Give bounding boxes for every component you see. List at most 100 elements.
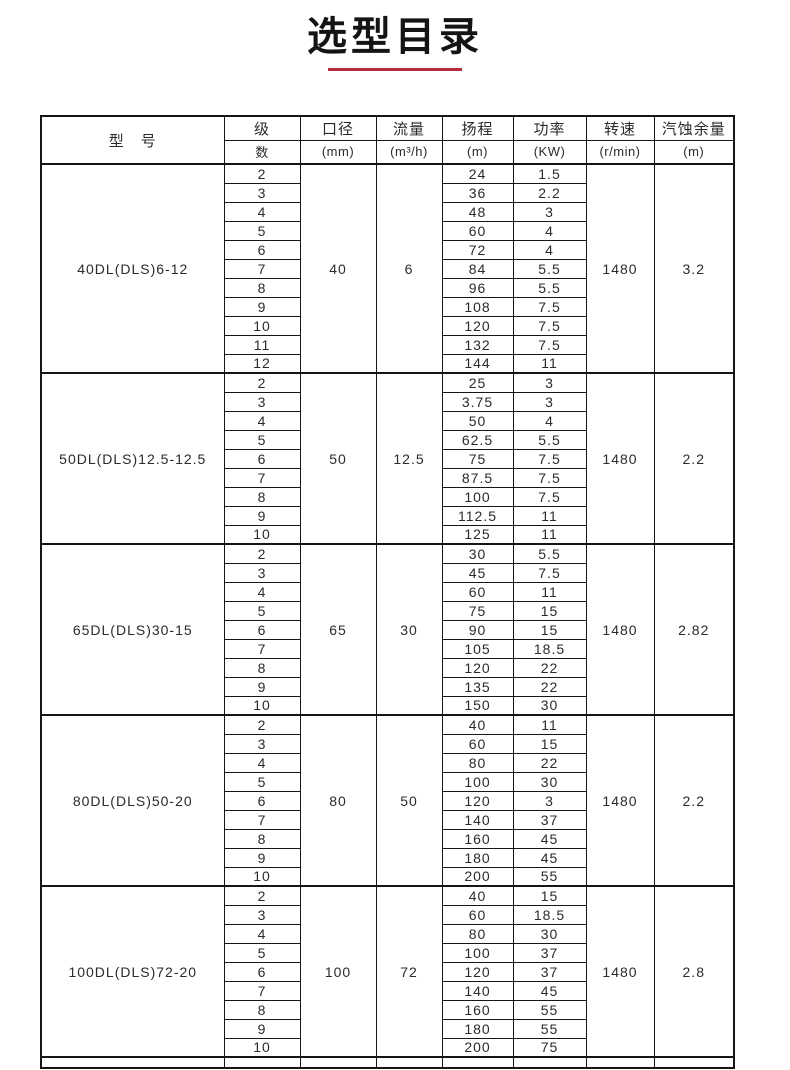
- power-cell: 15: [512, 600, 587, 621]
- table-row: 65DL(DLS)30-15 2 65 30 30 5.5 1480 2.82: [40, 543, 735, 716]
- table-row: 5 62.5 5.5: [41, 429, 734, 450]
- npsh-cell: 2.8: [653, 885, 735, 1058]
- stage-cell: 5: [223, 771, 301, 792]
- table-row: 6 120 37: [41, 961, 734, 982]
- head-cell: 40: [441, 714, 514, 735]
- stage-cell: 7: [223, 980, 301, 1001]
- power-cell: 55: [512, 866, 587, 887]
- table-row: 7 140 37: [41, 809, 734, 830]
- col-header-bore: 口径: [299, 115, 377, 141]
- col-header-head: 扬程: [441, 115, 514, 141]
- power-cell: 22: [512, 676, 587, 697]
- head-cell: 180: [441, 1018, 514, 1039]
- head-cell: 140: [441, 980, 514, 1001]
- col-unit-speed: (r/min): [585, 139, 655, 165]
- stage-cell: 3: [223, 182, 301, 203]
- head-cell: 36: [441, 182, 514, 203]
- head-cell: 84: [441, 258, 514, 279]
- header-row-names: 型 号 级 口径 流量 扬程 功率 转速 汽蚀余量: [40, 115, 735, 165]
- head-cell: 40: [441, 885, 514, 906]
- head-cell: 120: [441, 315, 514, 336]
- model-cell: 80DL(DLS)50-20: [40, 714, 225, 887]
- npsh-cell: 2.2: [653, 714, 735, 887]
- stage-cell: 7: [223, 258, 301, 279]
- stage-cell: 11: [223, 334, 301, 355]
- power-cell: 4: [512, 410, 587, 431]
- head-cell: 160: [441, 828, 514, 849]
- table-row: 8 100 7.5: [41, 486, 734, 507]
- power-cell: 15: [512, 885, 587, 906]
- stage-cell: 2: [223, 163, 301, 184]
- stage-cell: 3: [223, 562, 301, 583]
- head-cell: 62.5: [441, 429, 514, 450]
- head-cell: 120: [441, 961, 514, 982]
- table-row: 6 90 15: [41, 619, 734, 640]
- head-cell: [441, 1056, 514, 1069]
- power-cell: 3: [512, 391, 587, 412]
- stage-cell: 10: [223, 866, 301, 887]
- table-row: 10 125 11: [41, 524, 734, 545]
- table-header: 型 号 级 口径 流量 扬程 功率 转速 汽蚀余量 数 (mm) (m³/h) …: [40, 115, 735, 165]
- selection-table: 型 号 级 口径 流量 扬程 功率 转速 汽蚀余量 数 (mm) (m³/h) …: [40, 115, 735, 1069]
- stage-cell: 8: [223, 828, 301, 849]
- title-underline: [328, 68, 462, 71]
- table-row: 9 108 7.5: [41, 296, 734, 317]
- stage-cell: 3: [223, 391, 301, 412]
- stage-cell: 8: [223, 999, 301, 1020]
- table-row: 9 180 55: [41, 1018, 734, 1039]
- table-row: 9 180 45: [41, 847, 734, 868]
- power-cell: 11: [512, 714, 587, 735]
- model-cell: 65DL(DLS)30-15: [40, 543, 225, 716]
- head-cell: 75: [441, 448, 514, 469]
- head-cell: 80: [441, 923, 514, 944]
- head-cell: 100: [441, 942, 514, 963]
- head-cell: 96: [441, 277, 514, 298]
- stage-cell: 6: [223, 239, 301, 260]
- model-cell: 100DL(DLS)72-20: [40, 885, 225, 1058]
- power-cell: 18.5: [512, 904, 587, 925]
- col-header-speed: 转速: [585, 115, 655, 141]
- power-cell: 22: [512, 752, 587, 773]
- head-cell: 45: [441, 562, 514, 583]
- power-cell: 11: [512, 581, 587, 602]
- table-row: 3 60 18.5: [41, 904, 734, 925]
- power-cell: 4: [512, 220, 587, 241]
- table-row: 10 150 30: [41, 695, 734, 716]
- stage-cell: 4: [223, 581, 301, 602]
- stage-cell: 9: [223, 676, 301, 697]
- npsh-cell: [653, 1056, 735, 1069]
- flow-cell: 12.5: [375, 372, 443, 545]
- npsh-cell: 2.2: [653, 372, 735, 545]
- power-cell: 3: [512, 790, 587, 811]
- power-cell: 30: [512, 923, 587, 944]
- power-cell: 7.5: [512, 467, 587, 488]
- table-row: 7 105 18.5: [41, 638, 734, 659]
- stage-cell: 10: [223, 1037, 301, 1058]
- table-row: 5 100 30: [41, 771, 734, 792]
- stage-cell: 5: [223, 220, 301, 241]
- head-cell: 180: [441, 847, 514, 868]
- stage-cell: 12: [223, 353, 301, 374]
- table-row: 6 120 3: [41, 790, 734, 811]
- power-cell: 7.5: [512, 296, 587, 317]
- stage-cell: 9: [223, 847, 301, 868]
- stage-cell: 10: [223, 315, 301, 336]
- table-row: 11 132 7.5: [41, 334, 734, 355]
- stage-cell: 5: [223, 600, 301, 621]
- head-cell: 120: [441, 657, 514, 678]
- head-cell: 144: [441, 353, 514, 374]
- stage-cell: 8: [223, 277, 301, 298]
- bore-cell: 40: [299, 163, 377, 374]
- table-row: 10 200 55: [41, 866, 734, 887]
- head-cell: 120: [441, 790, 514, 811]
- head-cell: 90: [441, 619, 514, 640]
- head-cell: 48: [441, 201, 514, 222]
- power-cell: 45: [512, 828, 587, 849]
- table-row: 4 80 22: [41, 752, 734, 773]
- table-row-partial: [40, 1056, 735, 1069]
- power-cell: 11: [512, 524, 587, 545]
- power-cell: 7.5: [512, 448, 587, 469]
- head-cell: 100: [441, 771, 514, 792]
- head-cell: 3.75: [441, 391, 514, 412]
- power-cell: 7.5: [512, 562, 587, 583]
